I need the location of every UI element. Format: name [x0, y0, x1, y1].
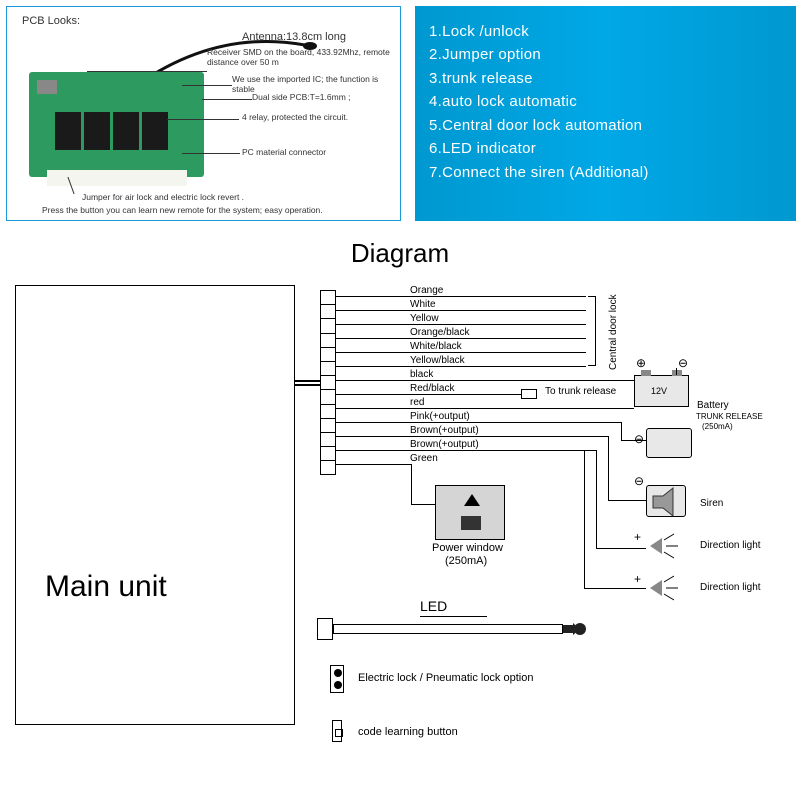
wire-label: Red/black — [410, 383, 454, 394]
electric-lock-label: Electric lock / Pneumatic lock option — [358, 672, 533, 684]
power-window-sub: (250mA) — [445, 555, 487, 567]
wire-label: Yellow — [410, 313, 439, 324]
pcb-callout: Dual side PCB:T=1.6mm ; — [252, 92, 351, 102]
wire-label: black — [410, 369, 433, 380]
feature-item: 1.Lock /unlock — [429, 23, 782, 40]
main-unit-label: Main unit — [45, 570, 167, 604]
code-learning-label: code learning button — [358, 726, 458, 738]
direction-light-icon — [648, 532, 684, 565]
wire-label: Green — [410, 453, 438, 464]
feature-item: 7.Connect the siren (Additional) — [429, 164, 782, 181]
feature-item: 5.Central door lock automation — [429, 117, 782, 134]
antenna-label: Antenna:13.8cm long — [242, 31, 346, 44]
trunk-note: To trunk release — [545, 386, 616, 397]
led-cable — [333, 624, 563, 634]
battery-label: Battery — [697, 400, 729, 411]
wire-label: Pink(+output) — [410, 411, 470, 422]
siren-label: Siren — [700, 498, 723, 509]
wire-label: red — [410, 397, 424, 408]
battery-icon: 12V — [634, 375, 689, 407]
pcb-chip-icon — [37, 80, 57, 94]
feature-list: 1.Lock /unlock 2.Jumper option 3.trunk r… — [415, 6, 796, 221]
code-learning-icon — [332, 720, 342, 742]
wiring-diagram: Main unit Orange White Yellow Orange/bla… — [0, 280, 800, 800]
feature-item: 3.trunk release — [429, 70, 782, 87]
pcb-callout: Receiver SMD on the board, 433.92Mhz, re… — [207, 47, 400, 67]
pcb-callout: 4 relay, protected the circuit. — [242, 112, 348, 122]
dir-light-label: Direction light — [700, 540, 761, 551]
connector-icon — [521, 389, 537, 399]
pcb-callout: Press the button you can learn new remot… — [42, 205, 323, 215]
main-unit-box — [15, 285, 295, 725]
pin-block — [320, 290, 336, 475]
brace-label: Central door lock — [608, 294, 619, 370]
pcb-relays — [55, 112, 168, 150]
trunk-release-label: TRUNK RELEASE — [696, 412, 763, 421]
led-plug-icon — [317, 618, 333, 640]
power-window-label: Power window — [432, 542, 503, 554]
feature-item: 6.LED indicator — [429, 140, 782, 157]
led-bulb-icon — [563, 621, 587, 637]
wire-label: Brown(+output) — [410, 425, 479, 436]
wire-label: White — [410, 299, 436, 310]
feature-item: 4.auto lock automatic — [429, 93, 782, 110]
lock-switch-icon — [330, 665, 344, 693]
wire-label: Orange/black — [410, 327, 469, 338]
pcb-callout: PC material connector — [242, 147, 326, 157]
pcb-header: PCB Looks: — [22, 15, 80, 27]
wire-label: Orange — [410, 285, 443, 296]
siren-icon — [646, 485, 686, 517]
led-text: LED — [420, 598, 487, 617]
pcb-callout: Jumper for air lock and electric lock re… — [82, 192, 244, 202]
diagram-title: Diagram — [0, 238, 800, 269]
trunk-release-icon — [646, 428, 692, 458]
wire-label: Brown(+output) — [410, 439, 479, 450]
wire-label: Yellow/black — [410, 355, 465, 366]
wire-label: White/black — [410, 341, 462, 352]
pcb-panel: PCB Looks: Antenna:13.8cm long Receiver … — [6, 6, 401, 221]
brace-icon — [588, 296, 596, 366]
feature-item: 2.Jumper option — [429, 46, 782, 63]
power-window-icon — [435, 485, 505, 540]
dir-light-label: Direction light — [700, 582, 761, 593]
trunk-release-sub: (250mA) — [702, 422, 733, 431]
direction-light-icon — [648, 574, 684, 607]
